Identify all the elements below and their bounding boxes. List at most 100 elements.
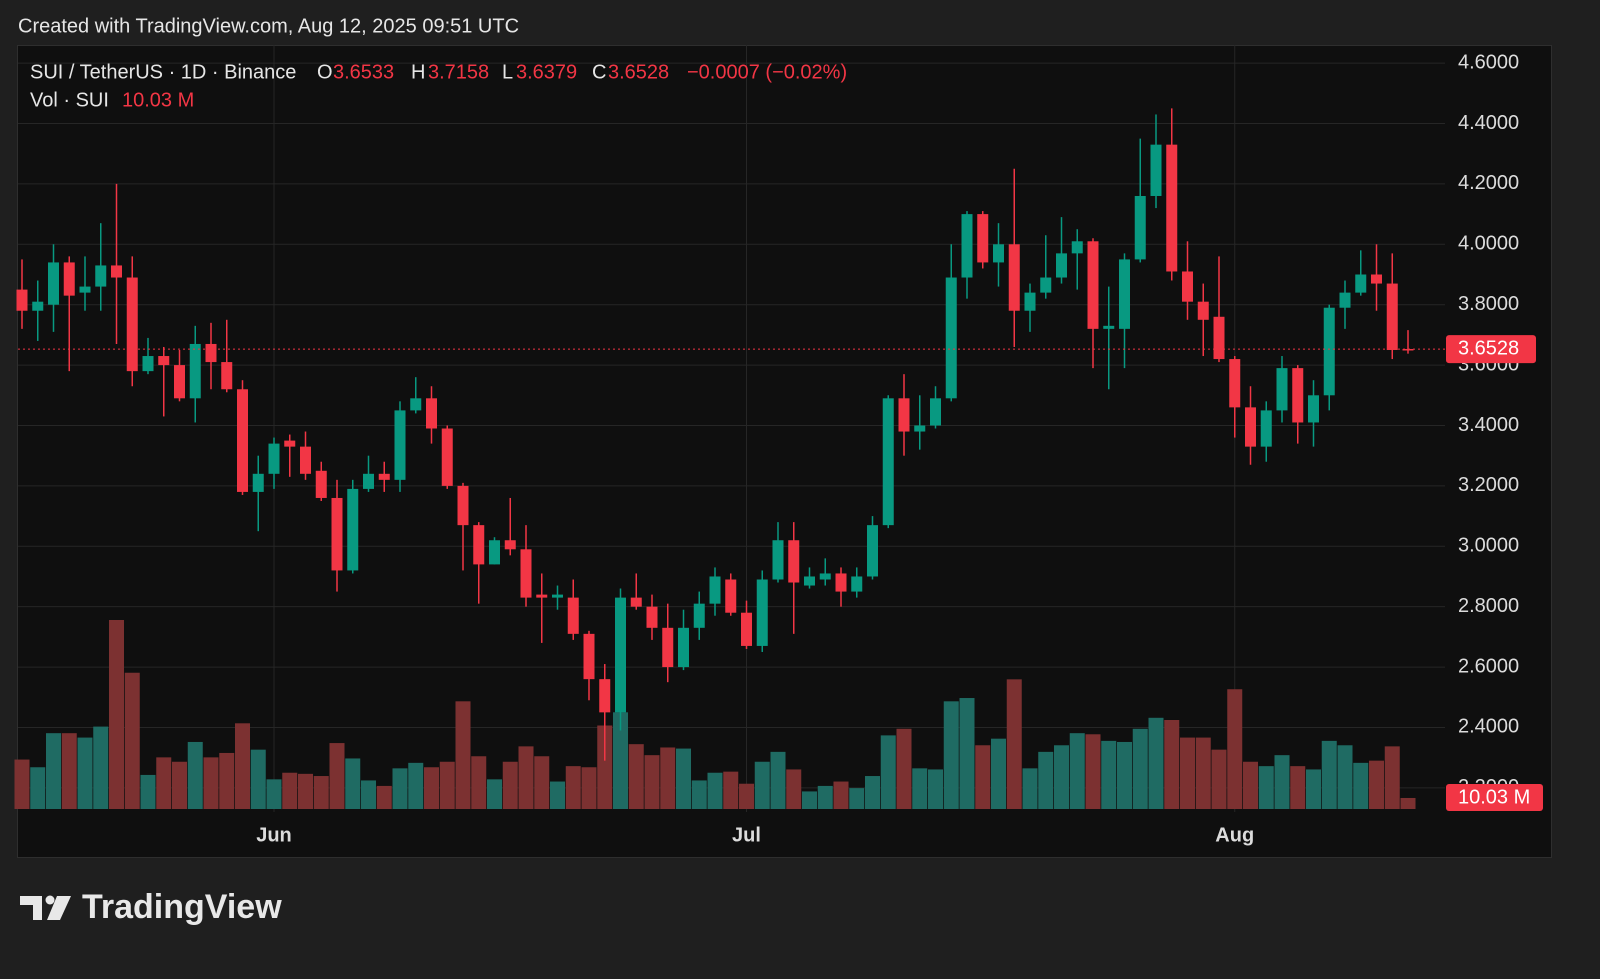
- volume-bar: [1258, 766, 1274, 809]
- volume-bar: [156, 757, 172, 809]
- candle-body: [1213, 316, 1225, 360]
- candle-body: [1040, 277, 1052, 293]
- volume-bar: [754, 761, 770, 809]
- candle-body: [1229, 359, 1241, 408]
- volume-bar: [172, 761, 187, 809]
- y-tick-label: 4.0000: [1458, 233, 1519, 255]
- volume-bar: [1101, 740, 1117, 809]
- candle-body: [1024, 292, 1036, 311]
- volume-bar: [518, 746, 534, 809]
- volume-bar: [1085, 734, 1101, 809]
- volume-bar: [250, 749, 266, 809]
- price-tag: [1446, 335, 1536, 364]
- x-tick-label: Jun: [256, 824, 292, 846]
- candle-body: [79, 286, 91, 293]
- volume-bar: [124, 672, 140, 809]
- volume-bar: [644, 755, 660, 809]
- y-tick-label: 4.6000: [1458, 51, 1519, 73]
- ohlc-value: 3.6533: [333, 61, 394, 83]
- volume-bar: [613, 712, 628, 809]
- candle-body: [142, 356, 154, 372]
- volume-bar: [140, 774, 156, 809]
- volume-bar: [1306, 769, 1321, 809]
- candle-body: [48, 262, 59, 305]
- candle-body: [158, 356, 170, 366]
- x-tick-label: Aug: [1215, 824, 1254, 846]
- candle-body: [1323, 307, 1335, 396]
- volume-bar: [14, 759, 30, 809]
- candle-body: [126, 277, 138, 372]
- ohlc-label: L: [502, 61, 513, 83]
- candle-body: [284, 440, 296, 447]
- candle-body: [441, 428, 453, 486]
- volume-bar: [1353, 762, 1369, 809]
- candle-body: [819, 573, 831, 580]
- candle-body: [804, 576, 815, 586]
- candle-body: [331, 497, 343, 571]
- logo-mark: [47, 896, 71, 920]
- volume-bar: [1369, 760, 1384, 809]
- candle-body: [1276, 368, 1288, 411]
- ohlc-value: 3.6379: [516, 61, 577, 83]
- price-tag-label: 3.6528: [1458, 337, 1519, 359]
- logo-mark: [20, 896, 42, 920]
- y-tick-label: 3.0000: [1458, 535, 1519, 557]
- volume-bar: [1384, 746, 1400, 809]
- volume-bar: [1006, 679, 1022, 809]
- volume-bar: [786, 769, 802, 809]
- volume-bar: [392, 768, 408, 809]
- volume-bar: [219, 752, 235, 809]
- volume-bar: [865, 776, 880, 809]
- volume-bar: [1038, 751, 1054, 809]
- candle-body: [646, 606, 658, 628]
- volume-bar: [471, 756, 487, 809]
- candle-body: [1292, 368, 1304, 423]
- volume-bar: [376, 785, 392, 809]
- volume-bar: [1117, 741, 1132, 809]
- volume-bar: [203, 757, 219, 809]
- ohlc-label: O: [317, 61, 333, 83]
- ohlc-value: 3.7158: [428, 61, 489, 83]
- volume-bar: [1022, 768, 1038, 809]
- volume-bar: [676, 748, 691, 809]
- candle-body: [473, 525, 485, 565]
- volume-bar: [77, 737, 93, 809]
- candle-body: [867, 525, 878, 577]
- volume-bar: [1132, 728, 1148, 809]
- candle-body: [95, 265, 107, 287]
- volume-bar: [282, 772, 298, 809]
- y-tick-label: 4.2000: [1458, 172, 1519, 194]
- candle-body: [1103, 325, 1115, 329]
- candle-body: [1056, 253, 1067, 278]
- candle-body: [237, 389, 248, 492]
- ohlc-label: H: [411, 61, 425, 83]
- volume-bar: [61, 733, 77, 809]
- candle-body: [961, 214, 973, 278]
- volume-bar: [550, 781, 565, 809]
- volume-bar: [802, 791, 817, 809]
- y-tick-label: 2.8000: [1458, 595, 1519, 617]
- candle-body: [489, 540, 500, 565]
- volume-bar: [817, 785, 833, 809]
- candle-body: [914, 425, 926, 432]
- volume-bar: [991, 738, 1006, 809]
- volume-bar: [1195, 737, 1211, 809]
- volume-bar: [597, 725, 613, 809]
- volume-bar: [1243, 761, 1258, 809]
- change: −0.0007 (−0.02%): [687, 61, 847, 83]
- volume-bar: [896, 728, 912, 809]
- candle-body: [1071, 241, 1083, 254]
- volume-tag-label: 10.03 M: [1458, 786, 1530, 808]
- candle-body: [788, 540, 800, 583]
- candle-body: [693, 603, 705, 628]
- candle-body: [111, 265, 122, 278]
- y-tick-label: 3.4000: [1458, 414, 1519, 436]
- volume-bar: [565, 766, 581, 809]
- volume-bar: [1148, 717, 1164, 809]
- volume-bar: [1180, 737, 1195, 809]
- candle-body: [300, 446, 311, 474]
- candle-body: [851, 576, 863, 592]
- volume-bar: [928, 769, 943, 809]
- x-tick-label: Jul: [732, 824, 761, 846]
- candle-body: [347, 488, 359, 571]
